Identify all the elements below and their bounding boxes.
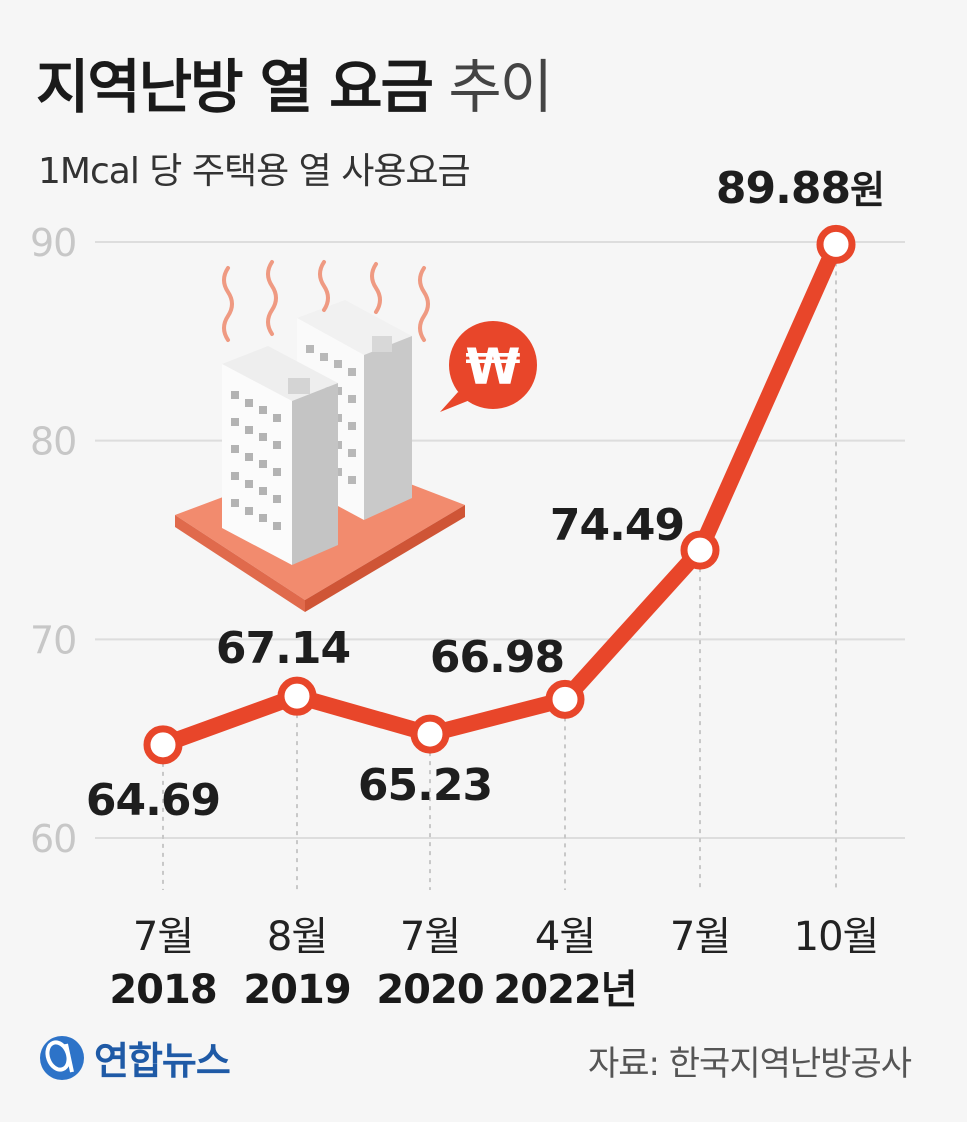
back-building-rooftop — [372, 336, 392, 352]
plate-side-left — [175, 515, 305, 612]
data-label-value: 64.69 — [86, 775, 220, 826]
data-label: 66.98 — [430, 632, 564, 683]
series-line — [155, 236, 844, 753]
chart-subtitle: 1Mcal 당 주택용 열 사용요금 — [38, 151, 471, 192]
y-tick-label: 90 — [30, 221, 76, 265]
data-label-value: 65.23 — [358, 760, 492, 811]
data-point — [816, 224, 856, 264]
data-label: 74.49 — [550, 500, 684, 551]
y-tick-label: 80 — [30, 420, 76, 464]
chart-title-bold: 지역난방 열 요금 — [36, 53, 434, 121]
logo-text: 연합뉴스 — [94, 1039, 231, 1083]
data-label: 64.69 — [86, 775, 220, 826]
back-building-side — [364, 336, 412, 520]
data-label: 65.23 — [358, 760, 492, 811]
steam-icon — [222, 260, 430, 342]
won-badge-icon: ₩ — [440, 321, 537, 412]
data-point — [680, 530, 720, 570]
x-tick-month: 7월 — [670, 914, 730, 960]
data-label-value: 74.49 — [550, 500, 684, 551]
grid-layer: 60 70 80 90 — [30, 221, 905, 890]
front-building-side — [292, 383, 338, 565]
data-label: 89.88원 — [716, 163, 884, 214]
data-point — [277, 676, 317, 716]
data-label-unit: 원 — [850, 168, 884, 212]
data-label: 67.14 — [216, 623, 350, 674]
data-label-value: 89.88 — [716, 163, 850, 214]
y-tick-label: 70 — [30, 618, 76, 662]
yonhap-logo-icon — [40, 1035, 84, 1080]
svg-text:₩: ₩ — [465, 338, 520, 396]
plate-side-right — [305, 505, 465, 612]
data-point — [143, 725, 183, 765]
heating-building-illustration: ₩ — [175, 260, 537, 612]
x-tick-month: 7월 — [400, 914, 460, 960]
data-label-value: 67.14 — [216, 623, 350, 674]
chart-title-light: 추이 — [448, 53, 553, 121]
x-tick-month: 4월 — [535, 914, 595, 960]
x-tick-year: 2018 — [109, 967, 216, 1013]
data-point — [545, 679, 585, 719]
x-tick-month: 8월 — [267, 914, 327, 960]
data-layer: 7월 2018 8월 2019 7월 2020 4월 2022년 7월 10월 64.69 67.14… — [86, 163, 885, 1013]
chart-title: 지역난방 열 요금 추이 — [36, 52, 553, 122]
x-tick-month: 10월 — [794, 914, 879, 960]
front-building-windows — [231, 391, 281, 530]
yonhap-logo: 연합뉴스 — [36, 1030, 231, 1085]
y-tick-label: 60 — [30, 817, 76, 861]
data-point — [410, 714, 450, 754]
data-label-value: 66.98 — [430, 632, 564, 683]
x-tick-month: 7월 — [133, 914, 193, 960]
x-tick-year: 2020 — [376, 967, 483, 1013]
source-credit: 자료: 한국지역난방공사 — [587, 1044, 912, 1084]
x-tick-year: 2019 — [243, 967, 350, 1013]
x-tick-year: 2022년 — [493, 967, 636, 1013]
front-building-rooftop — [288, 378, 310, 394]
